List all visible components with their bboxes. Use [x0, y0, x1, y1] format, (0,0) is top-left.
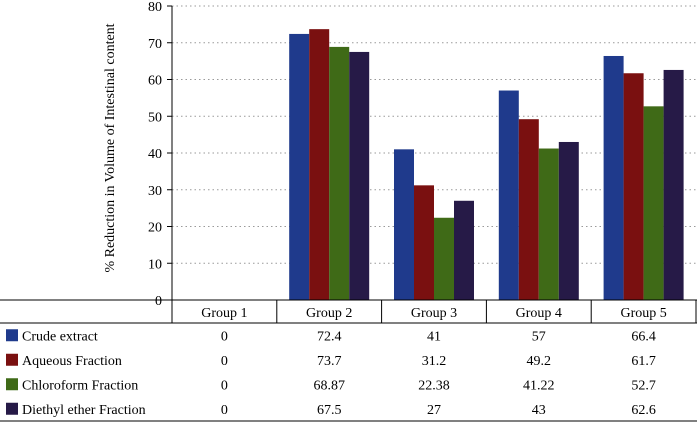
data-label: 52.7: [631, 378, 656, 393]
y-tick-label: 50: [148, 110, 162, 125]
bar-chloroform-fraction-group-2: [329, 46, 350, 301]
data-label: 27: [427, 403, 441, 418]
y-tick-label: 20: [148, 221, 162, 236]
category-label: Group 3: [411, 306, 457, 321]
category-label: Group 1: [201, 306, 247, 321]
bar-diethyl-ether-fraction-group-2: [349, 51, 370, 300]
data-label: 57: [532, 329, 546, 344]
bar-crude-extract-group-2: [289, 33, 310, 301]
bar-aqueous-fraction-group-2: [309, 29, 330, 301]
data-label: 43: [532, 403, 546, 418]
data-label: 22.38: [418, 378, 450, 393]
data-label: 66.4: [631, 329, 656, 344]
bar-aqueous-fraction-group-5: [623, 73, 644, 300]
data-table: Group 1 Group 2 Group 3 Group 4 Group 5 Crude…: [0, 300, 697, 422]
data-label: 41: [427, 329, 441, 344]
legend-swatch: [6, 353, 18, 366]
y-tick-label: 10: [148, 257, 162, 272]
legend-swatch: [6, 329, 18, 342]
y-tick-label: 40: [148, 147, 162, 162]
bar-crude-extract-group-5: [603, 55, 624, 301]
y-tick-label: 60: [148, 74, 162, 89]
y-tick-label: 30: [148, 184, 162, 199]
y-tick-labels: 0 10 20 30 40 50 60 70 80: [148, 0, 162, 309]
data-label: 31.2: [422, 354, 447, 369]
category-label: Group 5: [620, 306, 666, 321]
data-label: 61.7: [631, 354, 656, 369]
bars: [289, 29, 684, 301]
legend-label: Diethyl ether Fraction: [22, 403, 146, 418]
legend-swatch: [6, 402, 18, 415]
bar-crude-extract-group-3: [394, 149, 414, 300]
data-label: 72.4: [317, 329, 342, 344]
data-label: 67.5: [317, 403, 342, 418]
bar-aqueous-fraction-group-3: [414, 185, 434, 300]
legend-label: Crude extract: [22, 329, 98, 344]
data-label: 68.87: [313, 378, 345, 393]
legend-label: Aqueous Fraction: [22, 354, 122, 369]
bar-diethyl-ether-fraction-group-3: [454, 200, 474, 300]
category-label: Group 4: [516, 306, 562, 321]
data-label: 41.22: [523, 378, 555, 393]
bar-diethyl-ether-fraction-group-5: [663, 69, 684, 300]
bar-chloroform-fraction-group-3: [434, 217, 454, 300]
axes: [0, 5, 697, 301]
data-label: 0: [221, 329, 228, 344]
bar-aqueous-fraction-group-4: [518, 119, 539, 300]
data-label: 0: [221, 378, 228, 393]
data-label: 0: [221, 403, 228, 418]
data-label: 0: [221, 354, 228, 369]
y-tick-label: 70: [148, 37, 162, 52]
bar-chloroform-fraction-group-5: [643, 106, 664, 300]
y-axis-label: % Reduction in Volume of Intestinal cont…: [103, 23, 118, 272]
bar-crude-extract-group-4: [498, 90, 519, 301]
y-tick-label: 0: [155, 294, 162, 309]
data-label: 62.6: [631, 403, 656, 418]
y-tick-label: 80: [148, 0, 162, 15]
category-label: Group 2: [306, 306, 352, 321]
data-label: 49.2: [527, 354, 552, 369]
legend-label: Chloroform Fraction: [22, 378, 138, 393]
data-label: 73.7: [317, 354, 342, 369]
legend-swatch: [6, 378, 18, 391]
bar-chloroform-fraction-group-4: [538, 148, 559, 300]
bar-diethyl-ether-fraction-group-4: [558, 141, 579, 300]
